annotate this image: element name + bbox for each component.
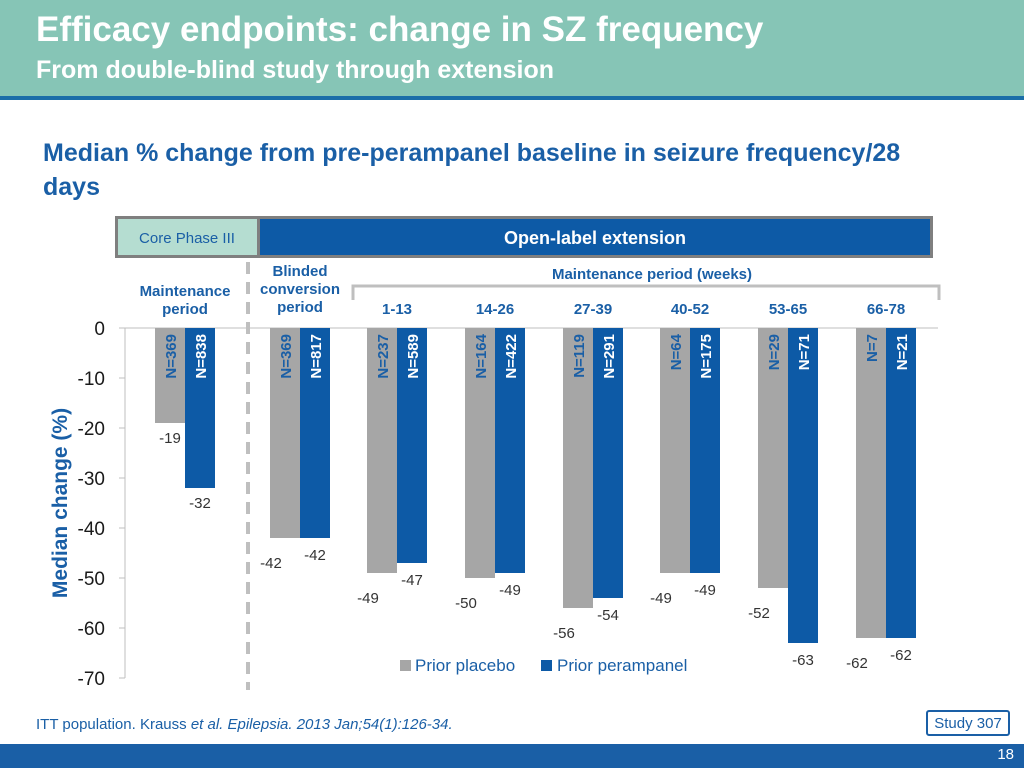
n-label: N=71: [796, 334, 813, 370]
n-label: N=589: [405, 334, 422, 379]
footnote: ITT population. Krauss et al. Epilepsia.…: [36, 716, 453, 733]
bar-prior-perampanel: [495, 328, 525, 573]
n-label: N=291: [601, 334, 618, 379]
legend-swatch-placebo: [400, 660, 411, 671]
y-tick-label: -60: [78, 619, 105, 640]
n-label: N=369: [163, 334, 180, 379]
legend-label-perampanel: Prior perampanel: [557, 656, 687, 675]
title-banner: [0, 0, 1024, 96]
bar-prior-placebo: [758, 328, 788, 588]
value-label-perampanel: -47: [401, 572, 423, 589]
n-label: N=21: [894, 334, 911, 370]
value-label-perampanel: -62: [890, 647, 912, 664]
bar-prior-perampanel: [788, 328, 818, 643]
slide-title: Efficacy endpoints: change in SZ frequen…: [36, 10, 764, 49]
page-number: 18: [997, 746, 1014, 763]
title-divider: [0, 96, 1024, 100]
value-label-placebo: -42: [260, 555, 282, 572]
weeks-bracket: [351, 284, 941, 300]
value-label-placebo: -56: [553, 625, 575, 642]
footer-bar: [0, 744, 1024, 768]
value-label-placebo: -50: [455, 595, 477, 612]
category-label-weeks: 27-39: [574, 301, 612, 318]
n-label: N=838: [193, 334, 210, 379]
legend-swatch-perampanel: [541, 660, 552, 671]
category-label-weeks: 14-26: [476, 301, 514, 318]
bar-prior-placebo: [856, 328, 886, 638]
slide-subtitle: From double-blind study through extensio…: [36, 56, 555, 84]
legend-label-placebo: Prior placebo: [415, 656, 515, 675]
value-label-placebo: -62: [846, 655, 868, 672]
n-label: N=237: [375, 334, 392, 379]
weeks-bracket-label: Maintenance period (weeks): [552, 266, 752, 283]
footnote-citation: et al. Epilepsia. 2013 Jan;54(1):126-34.: [190, 716, 453, 733]
footnote-text: ITT population. Krauss: [36, 716, 191, 733]
y-tick-label: -10: [78, 369, 105, 390]
value-label-placebo: -52: [748, 605, 770, 622]
bar-prior-placebo: [563, 328, 593, 608]
y-tick-label: -40: [78, 519, 105, 540]
bar-prior-placebo: [270, 328, 300, 538]
bar-prior-perampanel: [690, 328, 720, 573]
value-label-perampanel: -54: [597, 607, 619, 624]
n-label: N=422: [503, 334, 520, 379]
chart-title: Median % change from pre-perampanel base…: [43, 139, 901, 201]
category-label-weeks: 53-65: [769, 301, 807, 318]
n-label: N=119: [571, 334, 588, 378]
bar-prior-perampanel: [593, 328, 623, 598]
value-label-placebo: -49: [357, 590, 379, 607]
extension-label: Open-label extension: [504, 228, 686, 248]
core-phase-label: Core Phase III: [139, 230, 235, 247]
value-label-perampanel: -49: [694, 582, 716, 599]
study-badge: Study 307: [926, 710, 1010, 736]
y-tick-label: -30: [78, 469, 105, 490]
y-tick-label: 0: [94, 319, 105, 340]
category-label-weeks: 66-78: [867, 301, 905, 318]
bar-prior-placebo: [660, 328, 690, 573]
n-label: N=64: [668, 333, 685, 370]
category-label-weeks: 1-13: [382, 301, 412, 318]
n-label: N=817: [308, 334, 325, 379]
y-axis-title: Median change (%): [49, 408, 72, 598]
n-label: N=369: [278, 334, 295, 379]
n-label: N=164: [473, 333, 490, 378]
core-phase-box: [118, 219, 257, 255]
category-label-blinded-conversion: Blinded conversion period: [260, 263, 340, 316]
n-label: N=7: [864, 334, 881, 362]
bar-prior-placebo: [465, 328, 495, 578]
bar-prior-perampanel: [185, 328, 215, 488]
value-label-perampanel: -63: [792, 652, 814, 669]
value-label-placebo: -49: [650, 590, 672, 607]
value-label-placebo: -19: [159, 430, 181, 447]
n-label: N=175: [698, 334, 715, 379]
bar-prior-placebo: [367, 328, 397, 573]
y-tick-label: -70: [78, 669, 105, 690]
n-label: N=29: [766, 334, 783, 370]
value-label-perampanel: -42: [304, 547, 326, 564]
category-label-weeks: 40-52: [671, 301, 709, 318]
extension-box: [260, 219, 930, 255]
bar-prior-perampanel: [300, 328, 330, 538]
value-label-perampanel: -32: [189, 495, 211, 512]
bar-prior-perampanel: [397, 328, 427, 563]
y-tick-label: -50: [78, 569, 105, 590]
bar-prior-perampanel: [886, 328, 916, 638]
category-label-maintenance: Maintenance period: [140, 283, 231, 318]
value-label-perampanel: -49: [499, 582, 521, 599]
bar-prior-placebo: [155, 328, 185, 423]
y-tick-label: -20: [78, 419, 105, 440]
